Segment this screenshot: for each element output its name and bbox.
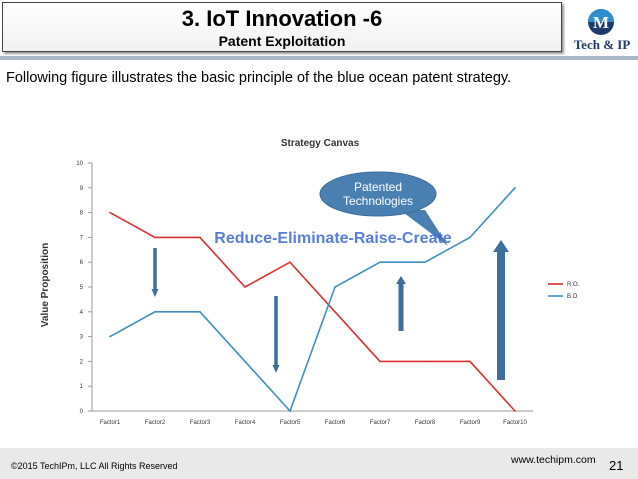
data-point	[244, 360, 246, 363]
x-tick-label: Factor8	[415, 420, 436, 426]
logo-text: Tech & IP	[573, 37, 631, 52]
data-point	[199, 236, 201, 239]
data-point	[289, 410, 291, 412]
data-point	[334, 311, 336, 313]
slide-title: 3. IoT Innovation -6	[181, 6, 383, 31]
x-tick-label: Factor6	[325, 420, 346, 426]
y-tick-label: 0	[80, 409, 84, 415]
x-tick-label: Factor2	[145, 420, 166, 426]
x-tick-label: Factor10	[503, 420, 527, 426]
x-tick-label: Factor5	[280, 420, 301, 426]
footer-website: www.techipm.com	[511, 454, 596, 466]
footer-bar	[0, 448, 638, 479]
data-point	[199, 311, 201, 313]
data-point	[244, 286, 246, 288]
logo-icon: M	[588, 9, 614, 35]
data-point	[109, 335, 111, 338]
callout-pointer-icon	[400, 210, 448, 246]
y-tick-label: 4	[80, 310, 84, 316]
data-point	[424, 360, 426, 363]
y-tick-label: 7	[80, 235, 84, 241]
page-number: 21	[609, 458, 624, 473]
reduce-arrow-icon	[151, 248, 159, 297]
footer-copyright: ©2015 TechIPm, LLC All Rights Reserved	[11, 461, 178, 471]
raise-arrow-icon	[396, 276, 406, 331]
y-tick-label: 2	[80, 359, 84, 365]
y-axis-label: Value Proposition	[40, 243, 51, 327]
series-line-1	[109, 187, 516, 413]
data-point	[469, 236, 471, 239]
data-point	[289, 261, 291, 264]
series-line-0	[109, 211, 516, 412]
y-tick-label: 8	[80, 211, 84, 217]
data-point	[514, 187, 516, 189]
callout-text: Patented	[354, 180, 402, 194]
title-box: 3. IoT Innovation -6 Patent Exploitation	[2, 2, 562, 52]
data-point	[109, 211, 111, 214]
data-point	[379, 261, 381, 264]
data-point	[379, 360, 381, 363]
callout-text: Technologies	[343, 194, 413, 208]
x-tick-label: Factor4	[235, 420, 256, 426]
data-point	[424, 261, 426, 264]
legend-label: R.O.	[567, 282, 580, 288]
data-point	[154, 311, 156, 313]
chart-title: Strategy Canvas	[281, 138, 360, 149]
header-divider	[0, 56, 638, 60]
data-point	[334, 286, 336, 288]
y-tick-label: 1	[80, 384, 84, 390]
data-point	[154, 236, 156, 239]
eliminate-arrow-icon	[272, 296, 280, 373]
callout-bubble	[319, 171, 437, 217]
create-arrow-icon	[493, 240, 509, 380]
y-tick-label: 6	[80, 260, 84, 266]
slide-caption: Following figure illustrates the basic p…	[6, 70, 512, 86]
x-tick-label: Factor1	[100, 420, 121, 426]
x-tick-label: Factor7	[370, 420, 391, 426]
strategy-banner: Reduce-Eliminate-Raise-Create	[214, 230, 452, 247]
x-tick-label: Factor3	[190, 420, 211, 426]
y-tick-label: 10	[76, 161, 83, 167]
y-tick-label: 5	[80, 285, 84, 291]
logo-letter: M	[593, 13, 609, 32]
x-tick-label: Factor9	[460, 420, 481, 426]
legend-label: B.O	[567, 294, 578, 300]
y-tick-label: 3	[80, 335, 84, 341]
slide-subtitle: Patent Exploitation	[218, 33, 346, 49]
data-point	[469, 360, 471, 363]
y-tick-label: 9	[80, 186, 84, 192]
data-point	[514, 410, 516, 412]
